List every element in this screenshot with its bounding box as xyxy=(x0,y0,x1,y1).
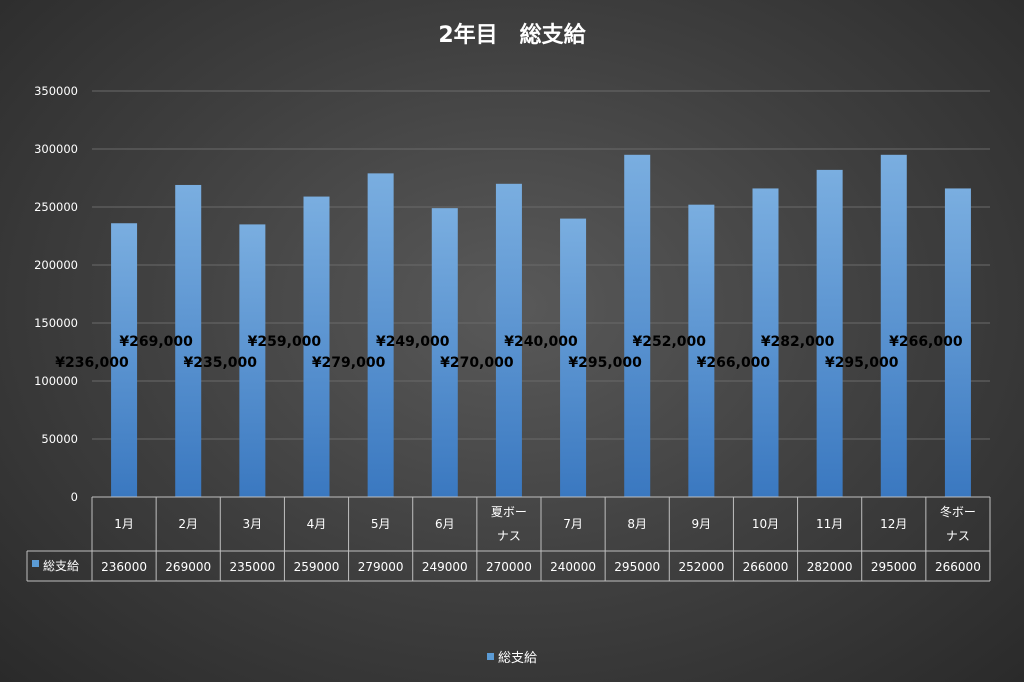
table-value-cell: 235000 xyxy=(229,560,275,574)
x-category-label: 冬ボー xyxy=(940,504,976,519)
chart-title: 2年目 総支給 xyxy=(438,22,586,48)
data-label: ¥259,000 xyxy=(248,334,322,350)
legend: 総支給 xyxy=(487,651,537,666)
bar xyxy=(880,154,907,498)
data-label: ¥269,000 xyxy=(119,334,193,350)
bar xyxy=(944,188,971,497)
table-value-cell: 249000 xyxy=(422,560,468,574)
bar xyxy=(688,204,715,497)
bar xyxy=(560,218,587,497)
table-value-cell: 236000 xyxy=(101,560,147,574)
table-value-cell: 295000 xyxy=(614,560,660,574)
bar xyxy=(367,173,394,498)
x-category-label: ナス xyxy=(497,529,521,543)
bar xyxy=(239,224,266,497)
data-label: ¥282,000 xyxy=(761,334,835,350)
table-value-cell: 266000 xyxy=(935,560,981,574)
table-value-cell: 259000 xyxy=(294,560,340,574)
bar xyxy=(495,183,522,498)
x-category-label: 8月 xyxy=(627,517,647,531)
bars xyxy=(111,154,971,498)
data-label: ¥295,000 xyxy=(568,355,642,371)
data-label: ¥266,000 xyxy=(889,334,963,350)
table-value-cell: 252000 xyxy=(678,560,724,574)
x-category-label: 4月 xyxy=(307,517,327,531)
x-category-label: 10月 xyxy=(752,517,779,531)
data-label: ¥295,000 xyxy=(825,355,899,371)
data-label: ¥236,000 xyxy=(55,355,129,371)
legend-marker xyxy=(487,653,494,660)
x-category-label: 夏ボー xyxy=(491,505,527,519)
data-label: ¥266,000 xyxy=(697,355,771,371)
bar xyxy=(111,223,138,498)
bar xyxy=(175,184,202,497)
table-series-name: 総支給 xyxy=(43,559,79,573)
table-value-cell: 282000 xyxy=(807,560,853,574)
y-tick-label: 300000 xyxy=(34,142,78,156)
y-tick-label: 150000 xyxy=(34,316,78,330)
bar xyxy=(816,169,843,497)
data-label: ¥279,000 xyxy=(312,355,386,371)
y-tick-label: 200000 xyxy=(34,258,78,272)
table-value-cell: 266000 xyxy=(743,560,789,574)
data-label: ¥252,000 xyxy=(633,334,707,350)
x-category-label: 6月 xyxy=(435,517,455,531)
table-value-cell: 269000 xyxy=(165,560,211,574)
x-category-label: 7月 xyxy=(563,517,583,531)
x-category-label: 1月 xyxy=(114,517,134,531)
bar xyxy=(303,196,330,497)
x-category-label: 5月 xyxy=(371,517,391,531)
table-series-marker xyxy=(32,560,39,567)
y-tick-label: 50000 xyxy=(41,432,78,446)
table-value-cell: 270000 xyxy=(486,560,532,574)
y-axis-ticks: 0 50000 100000 150000 200000 250000 300000 3500… xyxy=(34,84,78,504)
table-value-cell: 295000 xyxy=(871,560,917,574)
bar xyxy=(752,188,779,497)
data-label: ¥240,000 xyxy=(504,334,578,350)
y-tick-label: 350000 xyxy=(34,84,78,98)
x-category-label: 3月 xyxy=(243,517,263,531)
data-labels: ¥236,000 ¥269,000 ¥235,000 ¥259,000 ¥279,000… xyxy=(55,334,963,371)
bar xyxy=(431,208,458,497)
table-value-cell: 240000 xyxy=(550,560,596,574)
x-category-label: 11月 xyxy=(816,517,843,531)
bar xyxy=(624,154,651,498)
data-label: ¥249,000 xyxy=(376,334,450,350)
x-category-label: 12月 xyxy=(880,517,907,531)
x-category-label: 9月 xyxy=(692,517,712,531)
x-category-label: 2月 xyxy=(178,517,198,531)
data-label: ¥235,000 xyxy=(184,355,258,371)
table-value-cell: 279000 xyxy=(358,560,404,574)
y-tick-label: 0 xyxy=(71,490,78,504)
x-category-label: ナス xyxy=(946,529,970,543)
gridlines xyxy=(92,90,990,440)
y-tick-label: 100000 xyxy=(34,374,78,388)
data-label: ¥270,000 xyxy=(440,355,514,371)
y-tick-label: 250000 xyxy=(34,200,78,214)
legend-label: 総支給 xyxy=(498,651,537,666)
